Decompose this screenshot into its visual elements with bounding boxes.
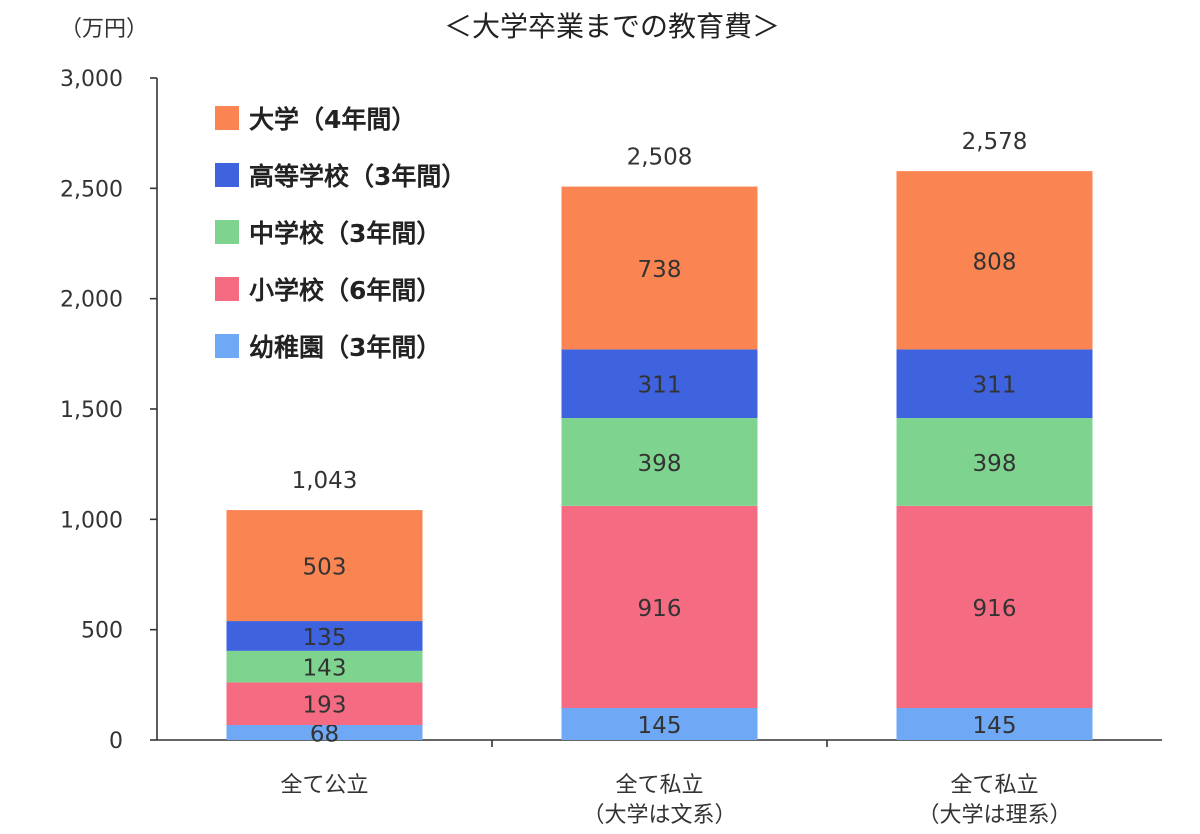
legend-item: 大学（4年間） xyxy=(215,105,416,134)
bar-segment-label: 311 xyxy=(973,373,1017,399)
y-axis: 0 500 1,000 1,500 2,000 2,500 3,000 xyxy=(60,67,158,754)
y-tick-label: 2,000 xyxy=(60,288,123,313)
x-category-label: 全て公立 xyxy=(280,773,368,798)
bar-segment-label: 135 xyxy=(303,625,347,651)
bar-segment-label: 916 xyxy=(638,596,682,622)
bar-segment-label: 145 xyxy=(638,713,682,739)
bar-total-label: 1,043 xyxy=(292,468,358,494)
legend-swatch xyxy=(215,163,239,187)
bar-segment-label: 916 xyxy=(973,596,1017,622)
bar-segment xyxy=(226,650,423,683)
x-category-label: 全て私立 xyxy=(950,773,1038,798)
y-tick-label: 0 xyxy=(109,729,123,754)
legend-swatch xyxy=(215,334,239,358)
x-category-sublabel: （大学は文系） xyxy=(582,803,736,828)
legend-label: 高等学校（3年間） xyxy=(249,162,466,191)
bar-segment xyxy=(226,510,423,622)
bar-segment-label: 143 xyxy=(303,656,347,682)
legend-swatch xyxy=(215,220,239,244)
bar-segment-label: 145 xyxy=(973,713,1017,739)
y-tick-label: 3,000 xyxy=(60,67,123,92)
y-tick-label: 1,500 xyxy=(60,398,123,423)
y-tick-label: 2,500 xyxy=(60,177,123,202)
legend-label: 中学校（3年間） xyxy=(249,219,441,248)
bar-segment-label: 398 xyxy=(638,451,682,477)
legend-label: 小学校（6年間） xyxy=(249,276,441,305)
bar-total-label: 2,578 xyxy=(962,129,1028,155)
legend: 大学（4年間） 高等学校（3年間） 中学校（3年間） 小学校（6年間） 幼稚園（3年間） xyxy=(215,105,466,362)
legend-swatch xyxy=(215,277,239,301)
y-tick-label: 500 xyxy=(81,619,123,644)
bar-segment-label: 738 xyxy=(638,257,682,283)
bar-segment xyxy=(561,186,758,350)
legend-item: 小学校（6年間） xyxy=(215,276,441,305)
y-axis-unit-label: （万円） xyxy=(60,17,148,42)
x-category-sublabel: （大学は理系） xyxy=(917,803,1071,828)
bar-segment xyxy=(561,708,758,740)
legend-item: 中学校（3年間） xyxy=(215,219,441,248)
bar-segment xyxy=(561,505,758,709)
bar-segment xyxy=(226,621,423,651)
legend-item: 幼稚園（3年間） xyxy=(215,333,441,362)
legend-swatch xyxy=(215,106,239,130)
bar-stacks: 681931431355031,0431459163983117382,5081… xyxy=(226,129,1093,747)
bar-segment-label: 68 xyxy=(310,721,339,747)
legend-label: 大学（4年間） xyxy=(249,105,416,134)
bar-segment xyxy=(896,505,1093,709)
y-tick-label: 1,000 xyxy=(60,508,123,533)
bar-segment xyxy=(896,418,1093,506)
bar-stack: 145 916 398 311 808 2,578 xyxy=(896,129,1093,740)
bar-segment xyxy=(226,724,423,740)
bar-total-label: 2,508 xyxy=(627,145,693,171)
bar-segment xyxy=(561,418,758,506)
bar-segment xyxy=(896,171,1093,350)
bar-segment-label: 193 xyxy=(303,693,347,719)
x-axis: 全て公立 全て私立 （大学は文系） 全て私立 （大学は理系） xyxy=(157,739,1162,828)
legend-item: 高等学校（3年間） xyxy=(215,162,466,191)
bar-segment xyxy=(896,349,1093,419)
bar-segment-label: 503 xyxy=(303,555,347,581)
bar-segment-label: 311 xyxy=(638,373,682,399)
x-category-label: 全て私立 xyxy=(615,773,703,798)
bar-segment-label: 808 xyxy=(973,249,1017,275)
chart-title: ＜大学卒業までの教育費＞ xyxy=(444,10,780,43)
legend-label: 幼稚園（3年間） xyxy=(249,333,441,362)
bar-segment-label: 398 xyxy=(973,451,1017,477)
bar-segment xyxy=(226,682,423,725)
bar-segment xyxy=(896,708,1093,740)
bar-segment xyxy=(561,349,758,419)
bar-stack: 145 916 398 311 738 2,508 xyxy=(561,145,758,740)
